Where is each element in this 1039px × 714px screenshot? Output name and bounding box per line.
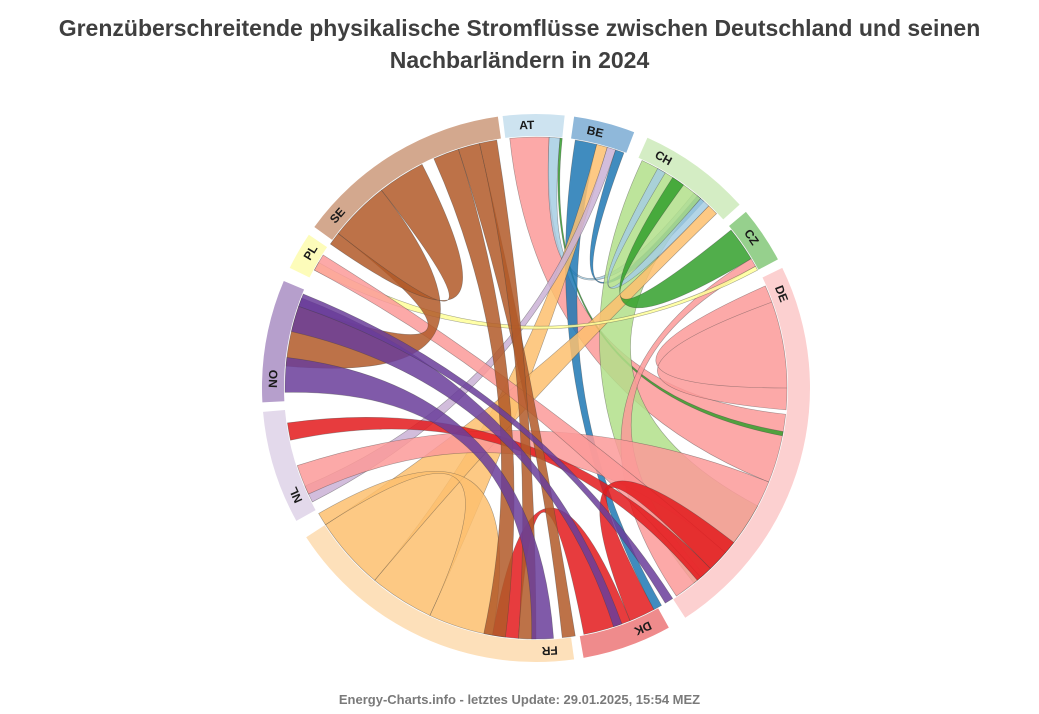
chart-title-line-2: Nachbarländern in 2024	[389, 47, 650, 73]
arc-label-at: AT	[519, 118, 535, 133]
arc-label-fr: FR	[541, 643, 558, 658]
arc-fr	[306, 525, 575, 662]
chord-ribbon	[607, 168, 710, 289]
chord-ribbon	[304, 146, 617, 503]
footer-credit: Energy-Charts.info - letztes Update: 29.…	[338, 692, 701, 707]
arc-de	[673, 267, 811, 618]
arc-no	[262, 280, 305, 403]
arc-cz	[729, 211, 778, 270]
arc-label-dk: DK	[632, 618, 654, 638]
chord-ribbon	[298, 293, 674, 604]
arc-pl	[289, 234, 328, 278]
arc-at	[502, 113, 565, 138]
arc-nl	[263, 409, 316, 521]
chord-ribbon	[318, 470, 500, 636]
chord-ribbon	[655, 285, 788, 411]
arc-dk	[579, 608, 669, 658]
arc-ch	[638, 137, 740, 220]
chord-ribbon	[619, 177, 752, 309]
chord-ribbon	[433, 148, 515, 638]
arc-label-nl: NL	[286, 485, 305, 505]
arc-label-pl: PL	[301, 242, 321, 262]
arc-se	[314, 116, 501, 240]
ribbons-layer	[284, 136, 788, 640]
chord-ribbon	[284, 357, 554, 640]
arc-label-de: DE	[772, 283, 791, 304]
chord-ribbon	[287, 417, 711, 581]
arc-be	[571, 116, 635, 153]
chord-ribbon	[557, 137, 784, 437]
arcs-layer	[262, 113, 811, 662]
chord-ribbon	[329, 163, 463, 302]
chart-title-line-1: Grenzüberschreitende physikalische Strom…	[58, 15, 981, 41]
arc-label-be: BE	[585, 123, 604, 140]
chart-title: Grenzüberschreitende physikalische Strom…	[0, 12, 1039, 76]
arc-label-no: NO	[266, 370, 281, 388]
